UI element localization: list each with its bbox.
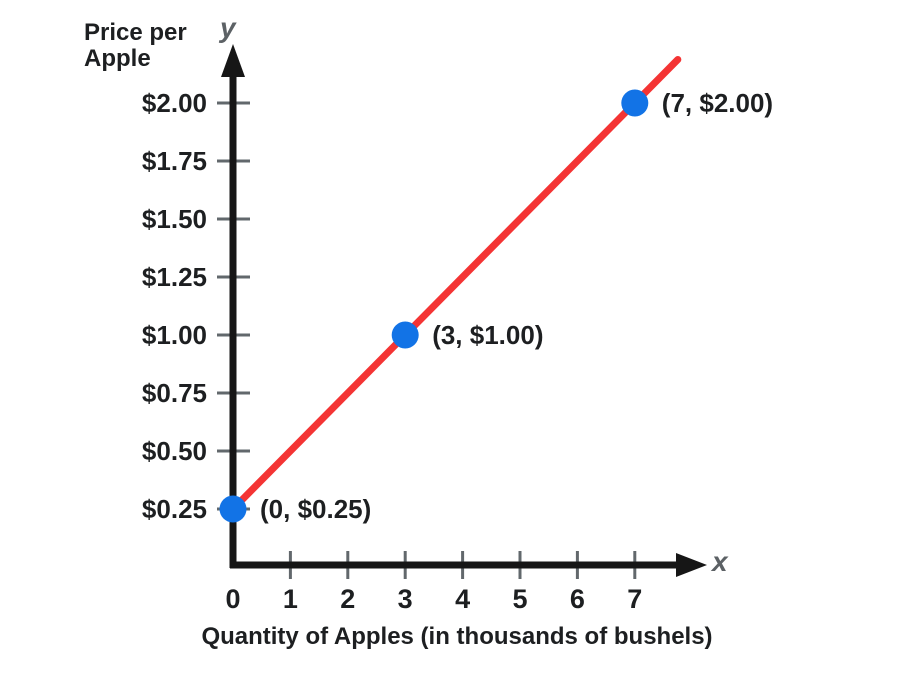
x-axis-caption: Quantity of Apples (in thousands of bush… xyxy=(201,623,713,650)
y-tick-label: $0.50 xyxy=(142,436,207,466)
data-point xyxy=(219,495,247,523)
y-tick-label: $1.75 xyxy=(142,146,207,176)
y-variable-label: y xyxy=(220,12,236,43)
data-point-label: (3, $1.00) xyxy=(432,320,543,350)
data-point xyxy=(621,89,649,117)
y-tick-label: $0.75 xyxy=(142,378,207,408)
x-variable-label: x xyxy=(712,546,728,577)
y-axis-arrow-icon xyxy=(221,44,245,77)
x-tick-label: 5 xyxy=(512,584,527,614)
y-tick-label: $1.50 xyxy=(142,204,207,234)
data-point-label: (7, $2.00) xyxy=(662,88,773,118)
y-tick-label: $2.00 xyxy=(142,88,207,118)
y-tick-label: $0.25 xyxy=(142,494,207,524)
x-tick-label: 0 xyxy=(225,584,240,614)
x-tick-label: 4 xyxy=(455,584,470,614)
demand-line xyxy=(229,56,682,513)
x-tick-label: 6 xyxy=(570,584,585,614)
y-axis-title: Price per Apple xyxy=(84,19,187,72)
y-tick-label: $1.25 xyxy=(142,262,207,292)
x-tick-label: 7 xyxy=(627,584,642,614)
x-tick-label: 2 xyxy=(340,584,355,614)
data-point-label: (0, $0.25) xyxy=(260,494,371,524)
x-tick-label: 3 xyxy=(398,584,413,614)
data-point xyxy=(391,321,419,349)
x-axis-arrow-icon xyxy=(676,553,707,577)
y-tick-label: $1.00 xyxy=(142,320,207,350)
x-tick-label: 1 xyxy=(283,584,298,614)
